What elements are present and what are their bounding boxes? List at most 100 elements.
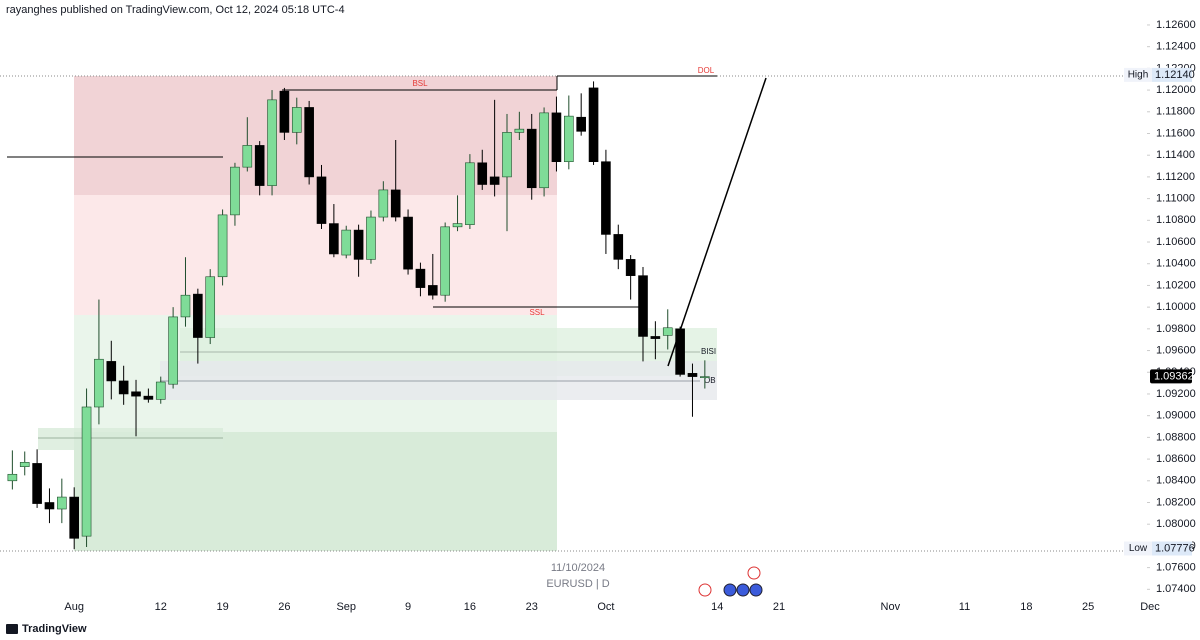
projection-line [667, 77, 767, 367]
x-tick-label: 9 [405, 601, 411, 613]
candle-body [131, 391, 141, 397]
candle-body [291, 107, 302, 133]
footer-brand: TradingView [22, 623, 87, 635]
y-tick-label: 1.08000 [1156, 518, 1196, 530]
y-tick-label: 1.12600 [1156, 19, 1196, 31]
zone-discount-dark [74, 432, 557, 551]
y-tick-label: 1.12400 [1156, 41, 1196, 53]
candle-body [254, 145, 265, 186]
candle-body [7, 473, 18, 482]
marker-price-bg [1152, 541, 1192, 556]
candle-body [489, 176, 500, 185]
marker-label: Low [1129, 543, 1148, 554]
candle-body [403, 216, 413, 270]
x-tick-label: Aug [64, 601, 84, 613]
y-tick-label: 1.10400 [1156, 258, 1196, 270]
candle-body [341, 229, 352, 256]
candle-body [230, 166, 240, 216]
candle-body [180, 294, 191, 318]
x-tick-label: Oct [597, 601, 614, 613]
y-tick-label: 1.12000 [1156, 84, 1196, 96]
y-tick-label: 1.07400 [1156, 583, 1196, 595]
y-tick-label: 1.08800 [1156, 431, 1196, 443]
candle-body [378, 189, 389, 218]
candle-body [613, 234, 624, 260]
y-tick-label: 1.11800 [1156, 106, 1195, 118]
x-tick-label: 19 [216, 601, 228, 613]
candle-body [427, 285, 438, 296]
candle-body [477, 162, 488, 185]
candle-body [44, 502, 55, 510]
last-price-bg [1150, 369, 1192, 384]
candle-body [390, 189, 401, 218]
candle-body [353, 229, 364, 260]
candle-body [143, 395, 154, 400]
candle-body [267, 99, 277, 186]
zone-premium-dark [74, 76, 557, 195]
y-tick-label: 1.10000 [1156, 301, 1196, 313]
marker-label-bg [1124, 541, 1152, 556]
event-icon[interactable] [698, 583, 712, 597]
footer: TradingView [6, 623, 87, 635]
candle-body [551, 112, 562, 163]
marker-price: 1.07776 [1155, 542, 1195, 554]
candle-body [687, 373, 698, 377]
y-tick-label: 1.07600 [1156, 562, 1196, 574]
candle-body [415, 268, 426, 288]
candle-body [564, 115, 574, 163]
candle-body [205, 276, 216, 338]
logo [6, 624, 18, 634]
candle-body [81, 406, 92, 537]
candle-body [279, 90, 290, 133]
candle-body [118, 380, 129, 395]
candle-body [675, 328, 685, 375]
candle-body [601, 161, 611, 235]
candle-body [316, 176, 327, 224]
marker-price: 1.12140 [1155, 69, 1195, 81]
drawings: BSL DOL SSL BISI OB 11/10/2024 EURUSD | … [0, 66, 1145, 590]
y-tick-label: 1.09200 [1156, 388, 1196, 400]
candle-body [576, 116, 586, 132]
y-tick-label: 1.11000 [1156, 193, 1195, 205]
candle-body [242, 145, 253, 168]
event-icon[interactable] [749, 583, 763, 597]
marker-price-bg [1152, 67, 1192, 82]
y-tick-label: 1.09600 [1156, 344, 1196, 356]
candle-body [94, 358, 104, 408]
event-icon[interactable] [723, 583, 737, 597]
candle-body [650, 336, 661, 339]
symbol-watermark: EURUSD | D [546, 578, 609, 590]
y-tick-label: 1.10600 [1156, 236, 1196, 248]
price-axis: 1.074001.076001.078001.080001.082001.084… [64, 19, 1195, 613]
plot [7, 81, 710, 550]
event-icon[interactable] [736, 583, 750, 597]
candle-body [638, 275, 648, 337]
zone-premium-light [74, 195, 557, 315]
y-tick-label: 1.09000 [1156, 410, 1196, 422]
y-tick-label: 1.11200 [1156, 171, 1195, 183]
candle-body [57, 496, 67, 510]
candle-body [155, 381, 166, 400]
candle-body [700, 376, 710, 378]
x-tick-label: 25 [1082, 601, 1094, 613]
y-tick-label: 1.08600 [1156, 453, 1196, 465]
annotation: SSL [529, 308, 545, 317]
candle-body [588, 87, 599, 163]
y-tick-label: 1.11600 [1156, 127, 1195, 139]
x-tick-label: 26 [278, 601, 290, 613]
event-icon[interactable] [747, 566, 761, 580]
y-tick-label: 1.08200 [1156, 496, 1196, 508]
zone-small [38, 428, 223, 450]
x-tick-label: Nov [881, 601, 901, 613]
candle-body [502, 132, 512, 178]
zones [38, 76, 717, 551]
y-tick-label: 1.10200 [1156, 279, 1196, 291]
x-tick-label: 11 [959, 601, 970, 613]
annotation: BISI [701, 347, 716, 356]
candle-body [304, 107, 314, 178]
date-watermark: 11/10/2024 [551, 562, 605, 574]
candle-body [625, 259, 636, 276]
last-price: 1.09362 [1154, 370, 1194, 382]
candle-body [217, 214, 228, 278]
x-tick-label: Dec [1140, 601, 1160, 613]
